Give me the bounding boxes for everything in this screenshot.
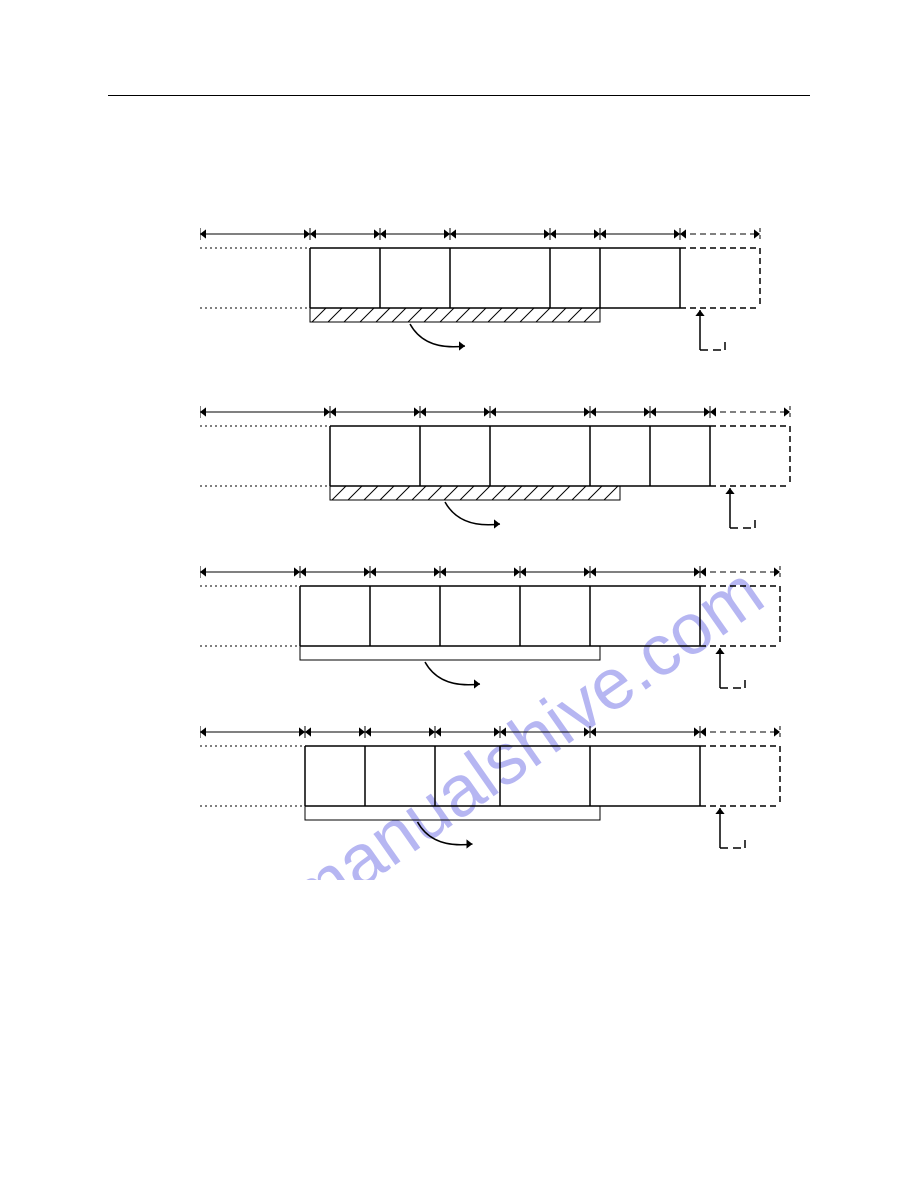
grid-diagram (200, 720, 810, 880)
diagram-row (200, 560, 810, 720)
diagram-row (200, 720, 810, 880)
grid-diagram (200, 222, 790, 382)
grid-diagram (200, 560, 810, 720)
page-root: manualshive.com (0, 0, 918, 1188)
header-rule (108, 95, 810, 96)
diagram-row (200, 400, 820, 560)
diagram-row (200, 222, 790, 382)
grid-diagram (200, 400, 820, 560)
